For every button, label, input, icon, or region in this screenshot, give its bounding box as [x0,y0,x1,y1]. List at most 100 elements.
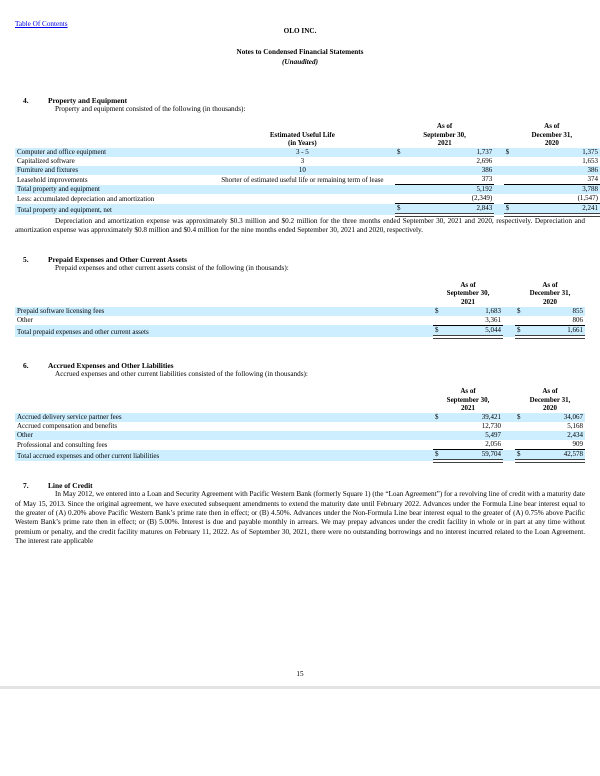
row-label: Capitalized software [17,157,75,166]
currency-symbol: $ [433,449,445,464]
section7-heading: 7. Line of Credit [15,481,585,490]
value-2020: 42,578 [527,449,585,464]
currency-symbol: $ [503,203,516,218]
table-row-total: Total prepaid expenses and other current… [15,324,585,339]
value-2021: 3,361 [485,315,501,324]
table-row: Computer and office equipment 3 - 5 $ 1,… [15,148,600,158]
value-2020: 1,653 [582,157,598,166]
value-2020: 1,375 [582,148,598,157]
row-label: Total property and equipment [17,185,100,194]
useful-life: 3 [300,157,305,166]
value-2020: 1,661 [527,324,585,339]
table-row: Professional and consulting fees 2,056 9… [15,440,585,450]
col-header-2020: As of December 31, 2020 [529,281,571,306]
value-2021: 5,497 [485,431,501,440]
value-2021: 5,044 [445,324,503,339]
row-label: Accrued compensation and benefits [17,422,118,431]
useful-life: 10 [298,166,306,175]
currency-symbol: $ [395,203,407,218]
table-row: Furniture and fixtures 10 386 386 [15,166,600,176]
section4-paragraph: Depreciation and amortization expense wa… [15,217,585,235]
page-divider [0,686,600,689]
table-row: Accrued compensation and benefits 12,730… [15,422,585,431]
row-label: Accrued delivery service partner fees [17,413,122,422]
row-label: Leasehold improvements [17,175,88,184]
value-2020: 386 [587,166,599,175]
row-label: Professional and consulting fees [17,440,108,449]
currency-symbol: $ [435,413,439,422]
document-header: OLO INC. Notes to Condensed Financial St… [0,0,600,67]
section5-heading: 5. Prepaid Expenses and Other Current As… [15,255,585,264]
document-subtitle: (Unaudited) [282,57,318,66]
value-2020: 2,241 [515,203,600,218]
property-equipment-table: Estimated Useful Life (in Years) As of S… [15,122,600,218]
value-2021: 2,843 [406,203,495,218]
row-label: Prepaid software licensing fees [17,306,105,315]
company-name: OLO INC. [283,27,317,35]
currency-symbol: $ [435,306,439,315]
table-header-row: As of September 30, 2021 As of December … [15,281,585,307]
table-row: Prepaid software licensing fees $ 1,683 … [15,306,585,316]
document-title: Notes to Condensed Financial Statements [236,48,364,57]
value-2020: 5,168 [567,422,583,431]
value-2020: 855 [572,306,584,315]
value-2020: 3,788 [515,184,600,195]
currency-symbol: $ [515,324,527,339]
section4-intro: Property and equipment consisted of the … [55,105,246,114]
table-row-total: Total accrued expenses and other current… [15,449,585,464]
currency-symbol: $ [433,324,445,339]
value-2020: 2,434 [567,431,583,440]
value-2021: 373 [481,175,493,184]
value-2021: 2,056 [485,440,501,449]
row-label: Furniture and fixtures [17,166,79,175]
table-of-contents-link[interactable]: Table Of Contents [15,20,68,28]
row-label: Other [17,316,33,325]
useful-life: 3 - 5 [295,148,309,157]
page-number: 15 [296,670,304,678]
value-2021: 1,737 [476,148,493,157]
table-row: Accrued delivery service partner fees $ … [15,413,585,423]
section6-intro: Accrued expenses and other current liabi… [55,370,308,379]
table-row: Other 5,497 2,434 [15,431,585,441]
col-header-2021: As of September 30, 2021 [446,281,490,306]
value-2021: 1,683 [485,306,501,315]
row-label: Total prepaid expenses and other current… [17,327,149,336]
section4-title: Property and Equipment [48,95,128,105]
useful-life: Shorter of estimated useful life or rema… [221,175,384,184]
table-row: Leasehold improvements Shorter of estima… [15,175,600,185]
value-2021: 59,704 [445,449,503,464]
col-header-2021: As of September 30, 2021 [423,122,466,147]
row-label: Computer and office equipment [17,148,107,157]
value-2020: (1,547) [577,194,598,203]
value-2020: 909 [572,440,584,449]
col-header-2020: As of December 31, 2020 [529,387,571,412]
section7-number: 7. [23,481,29,491]
col-header-useful-life: Estimated Useful Life (in Years) [269,130,335,147]
section6-number: 6. [23,360,29,370]
section4-number: 4. [23,95,29,105]
value-2020: 34,067 [563,413,583,422]
value-2021: 2,696 [476,157,493,166]
value-2020: 374 [587,175,599,184]
section4-heading: 4. Property and Equipment [15,96,585,105]
section7-title: Line of Credit [48,481,93,491]
currency-symbol: $ [515,449,527,464]
table-row: Less: accumulated depreciation and amort… [15,194,600,204]
table-row: Capitalized software 3 2,696 1,653 [15,157,600,166]
section7-paragraph: In May 2012, we entered into a Loan and … [15,490,585,545]
table-row: Other 3,361 806 [15,316,585,326]
currency-symbol: $ [397,148,401,157]
value-2021: 12,730 [481,422,501,431]
section5-intro: Prepaid expenses and other current asset… [55,263,289,272]
section5-title: Prepaid Expenses and Other Current Asset… [48,254,187,264]
row-label: Total accrued expenses and other current… [17,452,160,461]
section5-number: 5. [23,254,29,264]
col-header-2020: As of December 31, 2020 [531,122,573,147]
value-2021: 5,192 [406,184,495,195]
col-header-2021: As of September 30, 2021 [446,387,490,412]
accrued-expenses-table: As of September 30, 2021 As of December … [15,387,585,464]
row-label: Other [17,431,33,440]
currency-symbol: $ [517,306,521,315]
table-row-total: Total property and equipment, net $ 2,84… [15,203,600,218]
